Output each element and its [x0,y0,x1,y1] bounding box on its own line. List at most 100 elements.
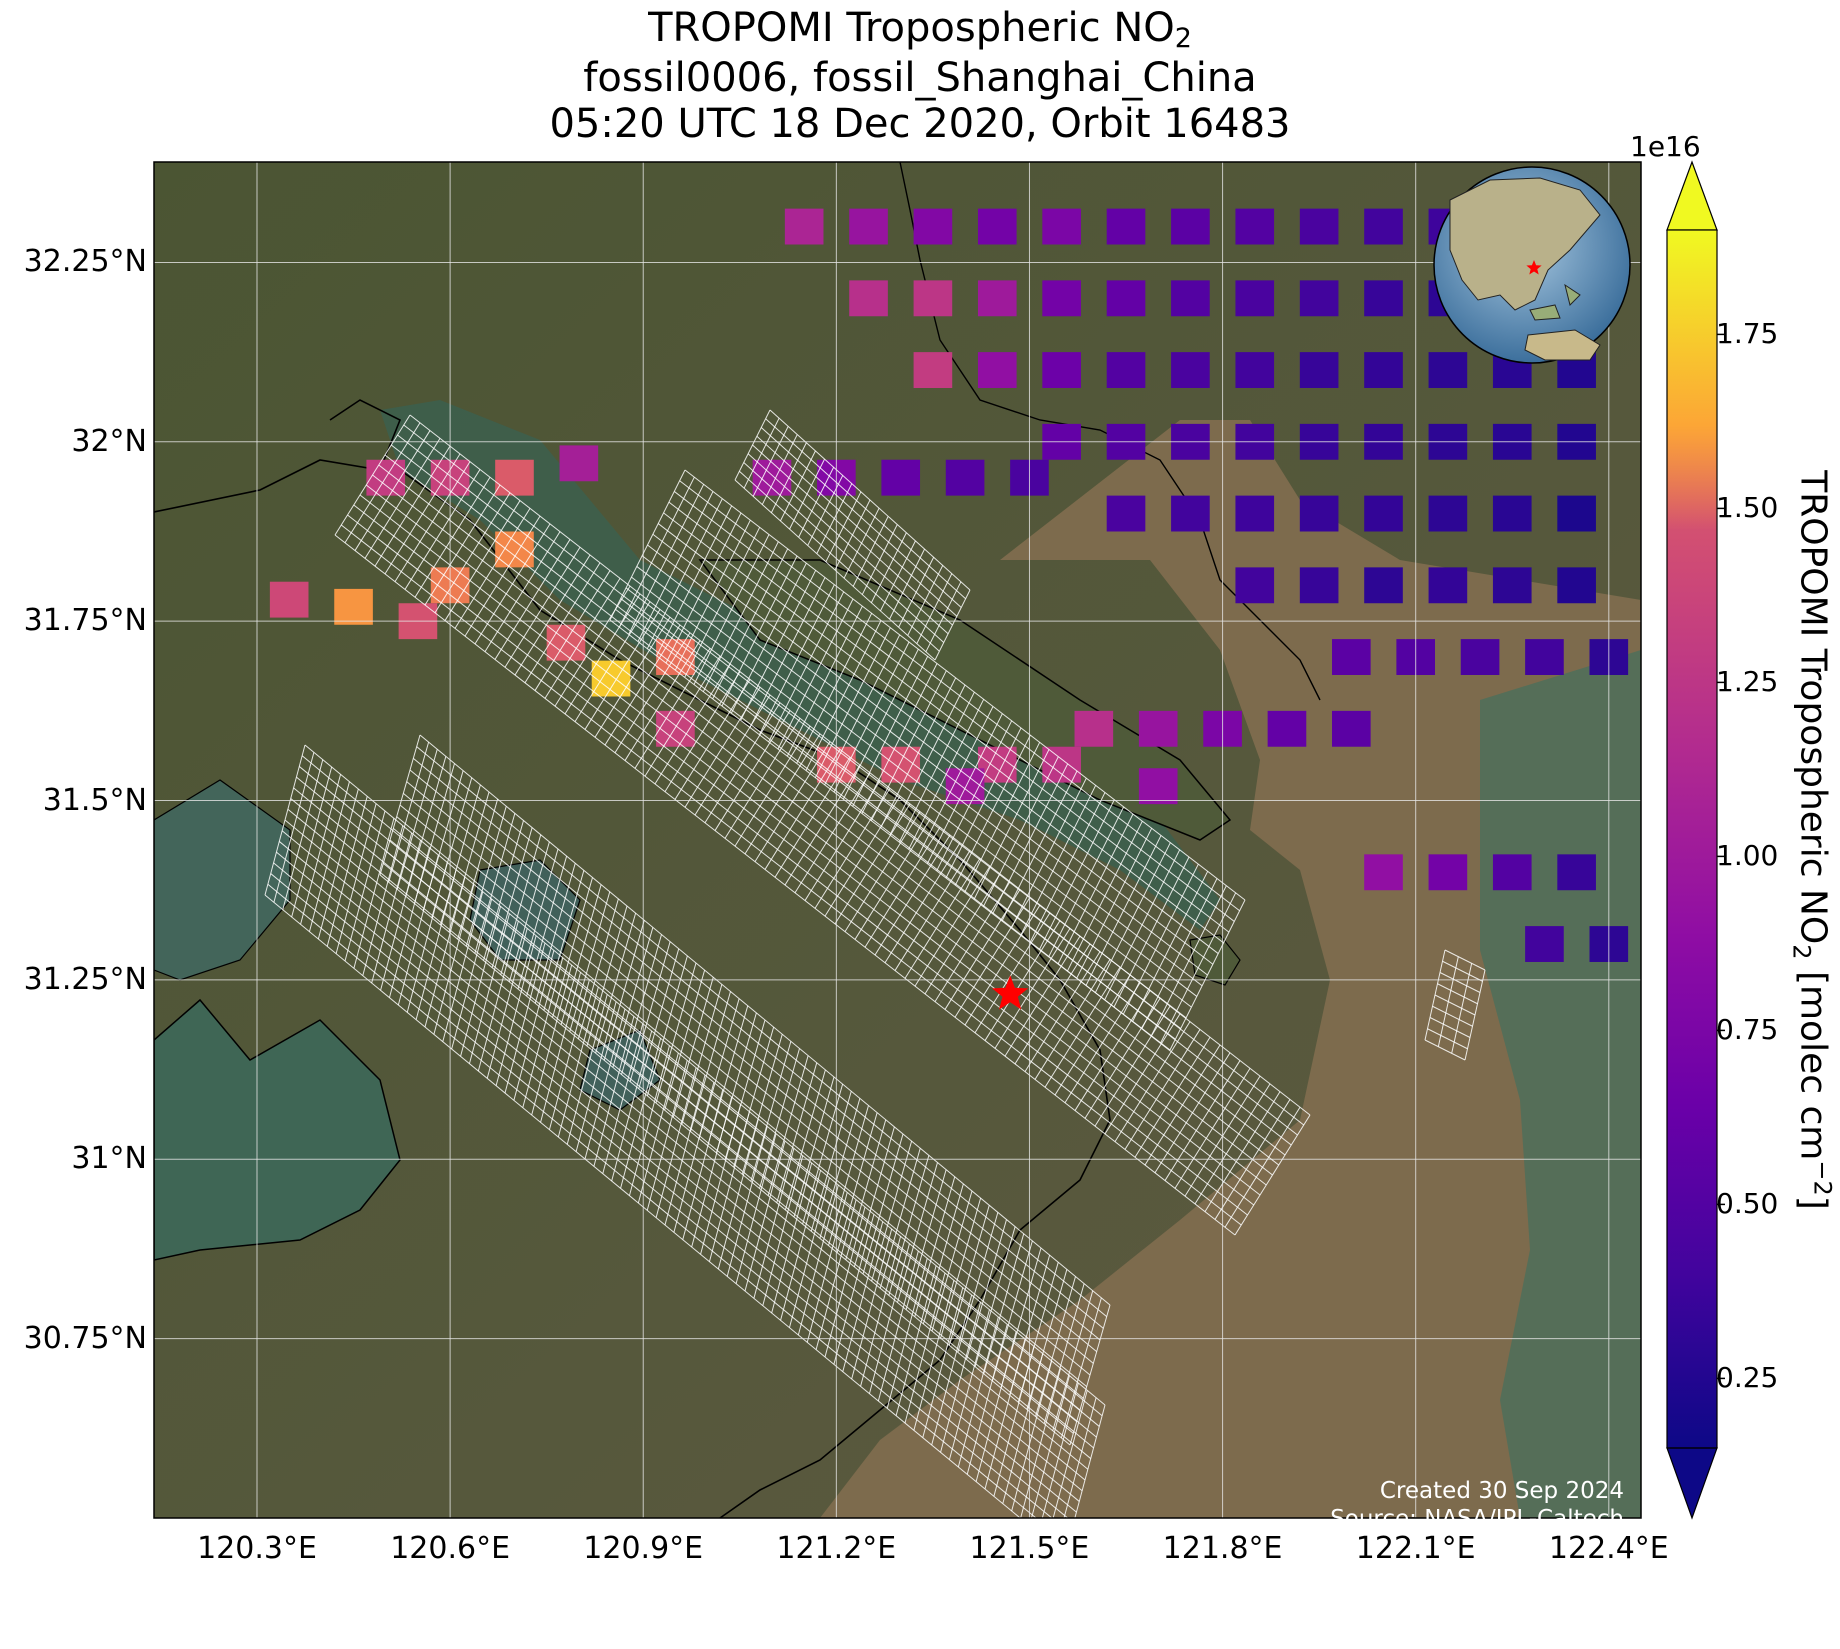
no2-pixel [1106,280,1146,317]
mesh-line [1437,983,1478,1005]
no2-pixel [1235,495,1275,532]
credit-created: Created 30 Sep 2024 [1379,1478,1624,1504]
mesh-line [765,418,966,600]
mesh-line [609,619,1171,1051]
lat-tick-label: 31°N [71,1141,147,1177]
globe-star-icon [1526,260,1542,275]
no2-pixel [1364,495,1403,532]
mesh-line [684,469,1246,901]
mesh-line [393,827,1084,1399]
plot-subtitle-site: fossil0006, fossil_Shanghai_China [583,55,1257,101]
colorbar-extend-min [1666,1447,1718,1520]
no2-pixel [1106,495,1146,532]
no2-pixel [977,208,1017,245]
colorbar [1666,160,1725,1520]
mesh-line [409,769,1101,1341]
colorbar-frame [1666,229,1718,1449]
no2-pixel [1525,639,1564,675]
no2-pixel [881,459,921,496]
no2-pixel [1171,208,1210,245]
mesh-line [281,830,1083,1492]
mesh-line [278,841,1080,1502]
no2-pixel [1460,639,1500,675]
mesh-line [386,851,1077,1423]
mesh-line [399,804,1091,1376]
lat-tick-label: 30.75°N [23,1320,147,1356]
no2-pixel [1428,567,1468,604]
no2-pixel [1235,280,1275,317]
mesh-line [416,746,1107,1318]
mesh-line [287,808,1089,1470]
no2-pixel [1428,854,1468,891]
no2-pixel [752,459,792,496]
mesh-line [372,474,1273,1176]
mesh-line [1434,994,1476,1016]
plot-subtitle-time: 05:20 UTC 18 Dec 2020, Orbit 16483 [549,101,1291,147]
no2-pixel [1138,710,1178,747]
no2-pixel [977,352,1017,388]
no2-pixel [913,208,953,245]
lat-tick-label: 31.75°N [23,603,147,639]
taihu-lake [154,998,401,1261]
mesh-line [384,454,1286,1156]
mesh-line [668,501,1230,933]
no2-pixel [1525,926,1564,962]
mesh-line [679,480,1240,912]
mesh-line [756,435,958,617]
globe-australia-land [1524,329,1601,361]
lat-tick-label: 31.5°N [42,782,147,818]
no2-pixel [1364,854,1403,891]
mesh-line [359,494,1261,1196]
no2-pixel [945,459,985,496]
no2-pixels [269,208,1629,962]
no2-pixel [1364,352,1403,388]
no2-pixel [913,352,953,388]
mesh-line [419,734,1111,1306]
no2-pixel [1171,495,1210,532]
mesh-line [347,514,1248,1216]
colorbar-title-end: ] [1792,1195,1834,1210]
mesh-line [1442,960,1483,982]
mesh-line [641,555,1203,987]
mesh-line [769,409,971,591]
no2-pixel [1235,352,1275,388]
mesh-line [1427,1028,1468,1050]
mesh-line [340,524,1242,1226]
mesh-line [663,512,1224,944]
mesh-line [270,873,1053,1518]
yangtze-river [380,400,1220,930]
plot-title: TROPOMI Tropospheric NO2 [0,8,1840,52]
colorbar-title-main: TROPOMI Tropospheric NO [1792,470,1834,945]
no2-pixel [559,445,599,482]
globe-islands [1529,283,1581,321]
mesh-line [334,534,1236,1236]
no2-pixel [1171,352,1210,388]
mesh-line [1439,972,1481,993]
colorbar-top [1667,230,1717,530]
title-product-subscript: 2 [1174,23,1192,54]
no2-pixel [1042,352,1081,388]
no2-pixel [977,280,1017,317]
lat-tick-label: 32°N [71,423,147,459]
mesh-line [264,894,1021,1518]
target-grid-meshes [264,409,1486,1518]
mesh-line [1432,1005,1473,1027]
mesh-line [657,523,1219,954]
globe-asia-land [1449,177,1601,311]
mesh-line [284,819,1086,1481]
mesh-line [615,608,1176,1040]
no2-pixel [1138,768,1178,805]
no2-pixel [1364,567,1403,604]
mesh-line [276,851,1077,1513]
target-mesh-4 [609,469,1246,1051]
no2-pixel [1332,639,1371,675]
target-mesh-2 [379,734,1111,1446]
colorbar-tick-label: 1.25 [1716,665,1779,699]
colorbar-tick-label: 0.25 [1716,1361,1779,1395]
mesh-line [389,839,1081,1411]
no2-pixel [1557,567,1596,604]
lon-tick-label: 121.5°E [969,1531,1090,1566]
mesh-line [1444,949,1486,971]
mesh-line [631,576,1192,1008]
